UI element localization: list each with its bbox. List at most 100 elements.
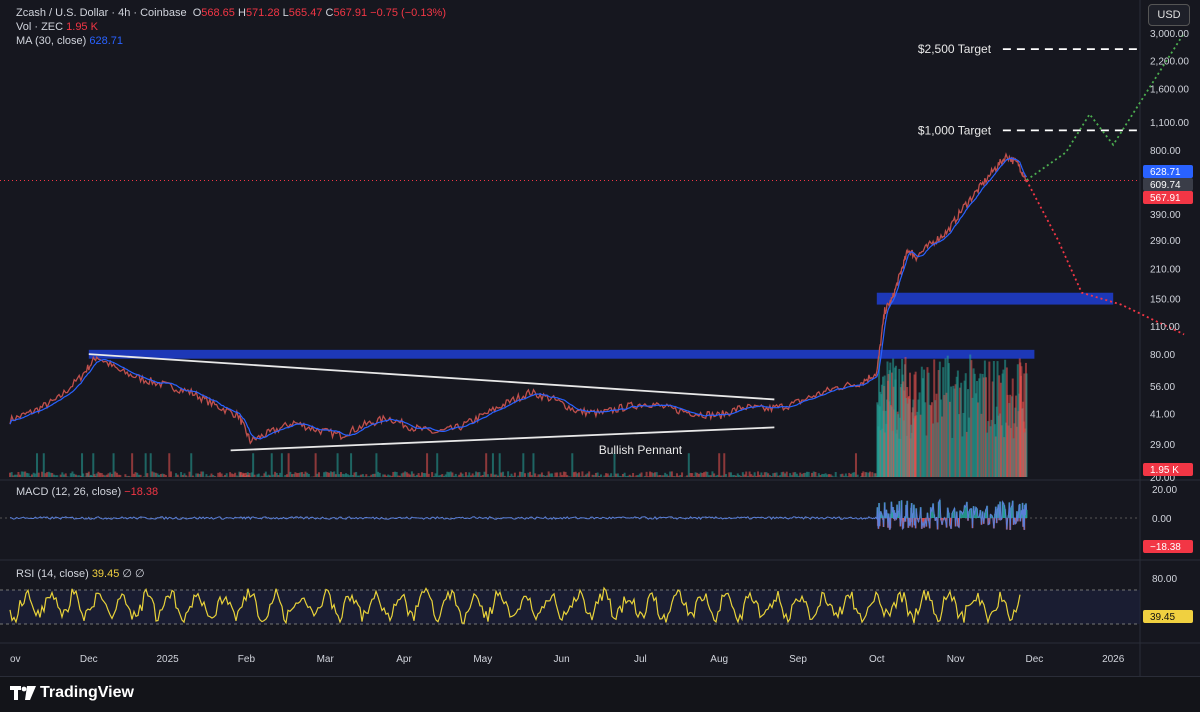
volume-bar [165, 475, 167, 477]
tradingview-brand[interactable]: TradingView [40, 684, 134, 702]
time-tick-label: ov [10, 654, 21, 665]
legend-rsi-value: 39.45 [92, 568, 120, 580]
volume-bar [857, 475, 859, 477]
volume-bar [808, 472, 810, 477]
tradingview-logo-icon[interactable] [10, 684, 36, 702]
volume-bar [718, 453, 720, 477]
volume-bar [428, 474, 430, 477]
legend-c-value: 567.91 [333, 7, 367, 19]
chart-canvas[interactable]: Bullish Pennant$2,500 Target$1,000 Targe… [0, 0, 1200, 676]
volume-bar [252, 453, 254, 477]
price-tick-label: 56.00 [1150, 382, 1175, 393]
volume-bar [487, 474, 489, 477]
time-tick-label: Jul [634, 654, 647, 665]
volume-bar [426, 453, 428, 477]
legend-volume-row: Vol · ZEC 1.95 K [16, 21, 98, 33]
time-tick-label: Mar [317, 654, 335, 665]
volume-bar [140, 475, 142, 477]
volume-bar [248, 473, 250, 477]
volume-bar [258, 474, 260, 477]
time-tick-label: Feb [238, 654, 256, 665]
volume-bar [524, 473, 526, 477]
legend-h-label: H [238, 7, 246, 19]
rsi-pane [0, 588, 1140, 624]
rsi-tick-label: 80.00 [1152, 574, 1177, 585]
price-tick-label: 150.00 [1150, 294, 1181, 305]
volume-bar [551, 473, 553, 477]
volume-bar [82, 473, 84, 477]
legend-l-value: 565.47 [289, 7, 323, 19]
time-tick-label: 2025 [156, 654, 179, 665]
time-tick-label: Apr [396, 654, 412, 665]
support-zone [89, 350, 1035, 359]
volume-bar [869, 472, 871, 477]
price-tag-label: 628.71 [1150, 167, 1181, 178]
legend-macd-label: MACD (12, 26, close) [16, 486, 121, 498]
target-label: $2,500 Target [918, 42, 992, 56]
volume-bar [170, 471, 172, 477]
price-tick-label: 290.00 [1150, 236, 1181, 247]
volume-bar [492, 453, 494, 477]
volume-bar [337, 453, 339, 477]
volume-bar [514, 473, 516, 477]
volume-bar [38, 473, 40, 477]
legend-rsi-extra: ∅ ∅ [122, 568, 144, 580]
volume-bar [614, 453, 616, 477]
time-tick-label: Dec [1026, 654, 1044, 665]
time-tick-label: Aug [710, 654, 728, 665]
pattern-label: Bullish Pennant [599, 443, 683, 457]
legend-symbol: Zcash / U.S. Dollar · 4h · Coinbase [16, 7, 187, 19]
price-axis: 3,000.002,200.001,600.001,100.00800.0039… [1143, 29, 1193, 623]
time-tick-label: Nov [947, 654, 965, 665]
legend-o-value: 568.65 [201, 7, 235, 19]
macd-tag-label: −18.38 [1150, 542, 1181, 553]
legend-o-label: O [193, 7, 202, 19]
legend-ma-label: MA (30, close) [16, 35, 86, 47]
support-zone [877, 293, 1113, 305]
price-tick-label: 1,100.00 [1150, 118, 1189, 129]
volume-bar [202, 472, 204, 477]
price-tick-label: 3,000.00 [1150, 29, 1189, 40]
footer-bar [0, 676, 1200, 712]
time-tick-label: Oct [869, 654, 885, 665]
volume-bar [1026, 373, 1028, 477]
legend-macd-row: MACD (12, 26, close) −18.38 [16, 486, 158, 498]
price-tag-label: 567.91 [1150, 193, 1181, 204]
volume-bar [632, 473, 634, 477]
volume-bar [190, 453, 192, 477]
volume-bar [436, 453, 438, 477]
volume-bar [814, 472, 816, 477]
legend-macd-value: −18.38 [124, 486, 158, 498]
price-tick-label: 2,200.00 [1150, 56, 1189, 67]
volume-bar [485, 453, 487, 477]
volume-bar [600, 474, 602, 477]
time-tick-label: 2026 [1102, 654, 1125, 665]
legend-change: −0.75 (−0.13%) [370, 7, 446, 19]
volume-bar [871, 472, 873, 477]
price-tick-label: 210.00 [1150, 265, 1181, 276]
volume-bar [131, 453, 133, 477]
time-tick-label: Dec [80, 654, 98, 665]
price-tag-label: 609.74 [1150, 180, 1181, 191]
legend-ma-row: MA (30, close) 628.71 [16, 35, 123, 47]
volume-tag-label: 1.95 K [1150, 465, 1179, 476]
legend-vol-label: Vol · ZEC [16, 21, 63, 33]
volume-bar [855, 453, 857, 477]
volume-bar [379, 473, 381, 477]
volume-bar [308, 474, 310, 477]
volume-bar [681, 472, 683, 477]
price-tick-label: 390.00 [1150, 210, 1181, 221]
price-tick-label: 80.00 [1150, 350, 1175, 361]
volume-bar [588, 471, 590, 477]
volume-bar [119, 475, 121, 477]
rsi-tag-label: 39.45 [1150, 612, 1175, 623]
volume-bar [835, 472, 837, 477]
volume-bar [725, 474, 727, 477]
legend-ma-value: 628.71 [89, 35, 123, 47]
volume-bar [254, 475, 256, 477]
currency-button[interactable]: USD [1148, 4, 1190, 26]
volume-bar [177, 475, 179, 477]
legend-vol-value: 1.95 K [66, 21, 98, 33]
time-tick-label: Jun [554, 654, 570, 665]
